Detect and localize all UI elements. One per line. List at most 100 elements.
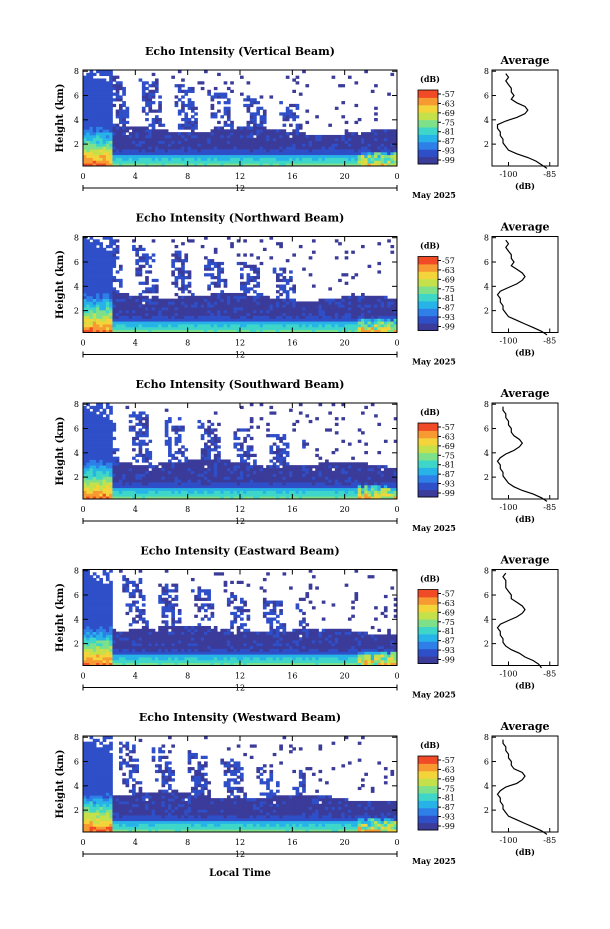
heatmap-cell xyxy=(128,143,133,147)
heatmap-cell xyxy=(354,307,359,311)
heatmap-cell xyxy=(197,321,202,325)
heatmap-cell xyxy=(344,256,349,260)
heatmap-cell xyxy=(171,140,175,144)
heatmap-cell xyxy=(86,247,90,252)
heatmap-cell xyxy=(109,132,113,136)
heatmap-cell xyxy=(83,298,87,302)
heatmap-cell xyxy=(266,422,270,426)
heatmap-cell xyxy=(181,490,185,494)
heatmap-cell xyxy=(141,134,146,139)
heatmap-cell xyxy=(380,151,385,156)
heatmap-cell xyxy=(99,276,104,280)
heatmap-cell xyxy=(86,298,90,302)
heatmap-cell xyxy=(295,490,300,494)
heatmap-cell xyxy=(86,292,90,297)
heatmap-cell xyxy=(145,295,149,300)
heatmap-cell xyxy=(220,324,225,328)
heatmap-cell xyxy=(367,307,372,311)
heatmap-cell xyxy=(325,318,329,322)
heatmap-cell xyxy=(338,298,342,302)
heatmap-cell xyxy=(99,405,104,410)
heatmap-cell xyxy=(383,304,388,308)
heatmap-cell xyxy=(285,470,290,474)
heatmap-cell xyxy=(269,298,274,302)
heatmap-cell xyxy=(128,157,133,161)
heatmap-cell xyxy=(318,479,323,483)
heatmap-cell xyxy=(213,321,218,325)
heatmap-cell xyxy=(213,140,218,144)
heatmap-cell xyxy=(226,321,231,325)
heatmap-cell xyxy=(109,462,113,466)
heatmap-cell xyxy=(190,329,195,333)
heatmap-cell xyxy=(118,264,123,268)
heatmap-cell xyxy=(92,103,97,108)
heatmap-cell xyxy=(266,465,270,469)
heatmap-cell xyxy=(295,309,300,314)
heatmap-cell xyxy=(148,487,153,491)
heatmap-cell xyxy=(112,318,117,322)
heatmap-cell xyxy=(354,163,359,167)
heatmap-cell xyxy=(328,324,332,328)
heatmap-cell xyxy=(380,304,385,308)
heatmap-cell xyxy=(132,318,136,322)
heatmap-cell xyxy=(187,106,192,110)
heatmap-cell xyxy=(262,312,267,316)
heatmap-cell xyxy=(145,157,149,161)
heatmap-cell xyxy=(318,403,323,407)
heatmap-cell xyxy=(256,309,261,314)
heatmap-cell xyxy=(115,75,120,79)
heatmap-cell xyxy=(164,160,169,164)
heatmap-cell xyxy=(109,295,113,300)
heatmap-cell xyxy=(204,295,208,300)
colorbar-swatch xyxy=(418,315,438,324)
heatmap-cell xyxy=(168,479,172,483)
heatmap-cell xyxy=(86,264,90,268)
heatmap-cell xyxy=(105,324,110,328)
heatmap-cell xyxy=(305,470,310,474)
heatmap-cell xyxy=(367,157,372,161)
heatmap-cell xyxy=(308,465,313,469)
heatmap-cell xyxy=(213,163,218,167)
heatmap-cell xyxy=(207,425,211,429)
time-tick-label: 0 xyxy=(80,339,85,348)
heatmap-cell xyxy=(184,253,189,257)
profile-height-label: 4 xyxy=(484,282,489,291)
heatmap-cell xyxy=(102,253,107,257)
heatmap-cell xyxy=(118,484,123,489)
heatmap-cell xyxy=(118,149,123,153)
heatmap-cell xyxy=(96,479,100,483)
heatmap-cell xyxy=(148,143,153,147)
heatmap-cell xyxy=(285,490,290,494)
heatmap-cell xyxy=(344,295,349,300)
heatmap-cell xyxy=(89,163,94,167)
heatmap-cell xyxy=(181,89,185,93)
heatmap-cell xyxy=(361,157,365,161)
heatmap-cell xyxy=(177,154,182,158)
heatmap-cell xyxy=(393,149,398,153)
heatmap-cell xyxy=(341,318,346,322)
heatmap-cell xyxy=(249,473,254,477)
heatmap-cell xyxy=(181,287,185,291)
heatmap-cell xyxy=(272,146,277,150)
heatmap-cell xyxy=(112,496,117,500)
heatmap-cell xyxy=(233,151,238,156)
heatmap-cell xyxy=(112,149,117,153)
heatmap-cell xyxy=(269,448,274,452)
heatmap-cell xyxy=(390,163,395,167)
heatmap-cell xyxy=(132,298,136,302)
heatmap-cell xyxy=(89,470,94,474)
heatmap-cell xyxy=(377,160,382,164)
colorbar-swatch xyxy=(418,308,438,317)
heatmap-cell xyxy=(226,493,231,497)
heatmap-cell xyxy=(308,326,313,331)
heatmap-cell xyxy=(190,295,195,300)
heatmap-cell xyxy=(295,146,300,150)
heatmap-cell xyxy=(298,493,303,497)
heatmap-cell xyxy=(308,157,313,161)
heatmap-cell xyxy=(318,163,323,167)
heatmap-cell xyxy=(105,284,110,288)
heatmap-cell xyxy=(298,92,303,96)
heatmap-cell xyxy=(387,307,391,311)
heatmap-cell xyxy=(151,154,156,158)
heatmap-cell xyxy=(298,123,303,127)
